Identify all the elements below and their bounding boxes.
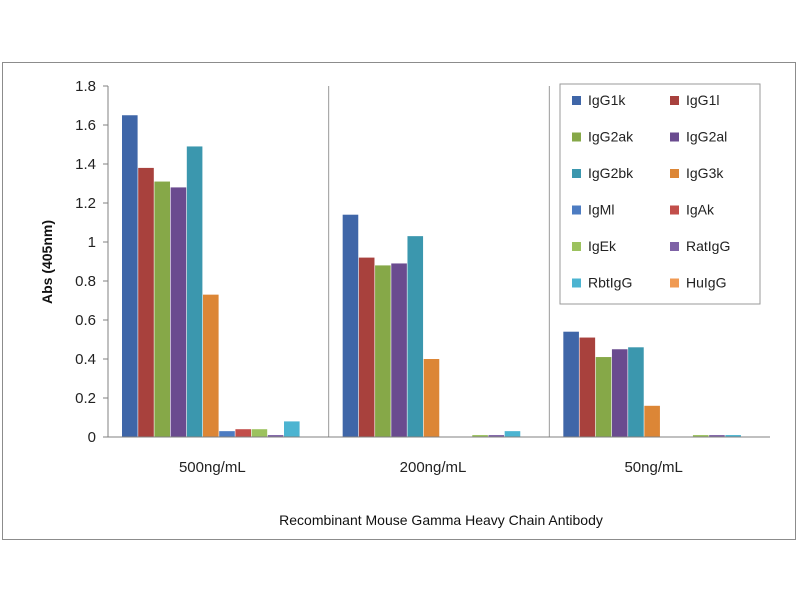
bar-IgG2al-500ng/mL	[170, 187, 187, 437]
y-tick-label: 0.6	[75, 312, 96, 329]
legend-label-IgG2ak: IgG2ak	[588, 129, 634, 145]
x-axis-title: Recombinant Mouse Gamma Heavy Chain Anti…	[279, 512, 603, 528]
y-tick-label: 1	[88, 234, 96, 251]
legend-swatch-IgG3k	[670, 169, 679, 178]
legend-box	[559, 83, 761, 305]
bar-IgG1k-500ng/mL	[122, 115, 138, 437]
legend-label-RatIgG: RatIgG	[686, 238, 730, 254]
y-tick-label: 1.2	[75, 195, 96, 212]
y-tick-label: 0.4	[75, 351, 96, 368]
category-dividers	[328, 86, 550, 437]
legend-swatch-RbtIgG	[572, 278, 581, 288]
legend-swatch-IgG2bk	[572, 169, 581, 178]
bar-RatIgG-500ng/mL	[267, 435, 284, 437]
bar-IgG2al-50ng/mL	[611, 349, 628, 437]
bar-IgEk-500ng/mL	[251, 429, 268, 437]
bar-RatIgG-50ng/mL	[709, 435, 725, 437]
bar-IgG2ak-50ng/mL	[595, 357, 612, 437]
x-category-label: 200ng/mL	[400, 459, 467, 476]
bar-IgG1l-200ng/mL	[358, 257, 375, 437]
bar-IgG2bk-500ng/mL	[186, 146, 203, 437]
bar-IgEk-200ng/mL	[472, 435, 488, 437]
legend: IgG1k IgG1l IgG2ak IgG2al IgG2bk IgG3k IgMl IgA…	[559, 83, 761, 305]
bar-IgG3k-500ng/mL	[203, 294, 219, 437]
legend-swatch-IgG2al	[670, 132, 679, 142]
legend-swatch-IgG1l	[670, 96, 679, 105]
bars-group	[122, 115, 741, 437]
bar-IgG3k-200ng/mL	[423, 359, 440, 437]
legend-label-IgG2al: IgG2al	[686, 129, 727, 145]
y-axis-title: Abs (405nm)	[39, 220, 55, 304]
bar-IgG1l-50ng/mL	[579, 337, 596, 437]
legend-label-HuIgG: HuIgG	[686, 275, 726, 291]
bar-IgMl-500ng/mL	[219, 431, 235, 437]
bar-IgAk-500ng/mL	[235, 429, 251, 437]
legend-swatch-IgMl	[572, 205, 581, 215]
bar-RbtIgG-200ng/mL	[504, 431, 521, 437]
y-tick-label: 0.8	[75, 273, 96, 290]
bar-IgG2ak-500ng/mL	[154, 181, 170, 437]
legend-label-RbtIgG: RbtIgG	[588, 275, 632, 291]
legend-label-IgAk: IgAk	[686, 202, 715, 218]
legend-swatch-IgEk	[572, 242, 581, 251]
x-category-label: 50ng/mL	[624, 459, 682, 476]
bar-IgG2bk-200ng/mL	[407, 236, 424, 437]
x-category-labels: 500ng/mL 200ng/mL 50ng/mL	[179, 459, 683, 476]
legend-swatch-HuIgG	[670, 278, 679, 288]
y-tick-label: 0	[88, 429, 96, 446]
bar-IgG2ak-200ng/mL	[375, 265, 391, 437]
bar-IgG1k-200ng/mL	[342, 214, 359, 437]
y-tick-label: 1.6	[75, 117, 96, 134]
legend-label-IgG3k: IgG3k	[686, 165, 724, 181]
bar-IgG2bk-50ng/mL	[628, 347, 644, 437]
bar-IgG1k-50ng/mL	[563, 331, 579, 437]
legend-label-IgG1l: IgG1l	[686, 92, 719, 108]
legend-label-IgMl: IgMl	[588, 202, 614, 218]
bar-RbtIgG-500ng/mL	[284, 421, 300, 437]
x-category-label: 500ng/mL	[179, 459, 246, 476]
legend-swatch-IgG1k	[572, 96, 581, 105]
bar-IgG2al-200ng/mL	[391, 263, 407, 437]
legend-swatch-RatIgG	[670, 242, 679, 251]
legend-label-IgG1k: IgG1k	[588, 92, 626, 108]
bar-IgG3k-50ng/mL	[644, 405, 660, 437]
bar-IgG1l-500ng/mL	[138, 167, 154, 437]
legend-swatch-IgG2ak	[572, 132, 581, 142]
bar-IgEk-50ng/mL	[692, 435, 709, 437]
y-tick-label: 0.2	[75, 390, 96, 407]
y-ticks-group: 0 0.2 0.4 0.6 0.8 1 1.2 1.4 1.6 1.8	[75, 78, 108, 446]
bar-RbtIgG-50ng/mL	[725, 435, 741, 437]
legend-swatch-IgAk	[670, 205, 679, 215]
legend-label-IgG2bk: IgG2bk	[588, 165, 634, 181]
axes-group	[107, 86, 770, 438]
legend-label-IgEk: IgEk	[588, 238, 617, 254]
y-tick-label: 1.8	[75, 78, 96, 95]
bar-RatIgG-200ng/mL	[488, 435, 505, 437]
y-tick-label: 1.4	[75, 156, 96, 173]
